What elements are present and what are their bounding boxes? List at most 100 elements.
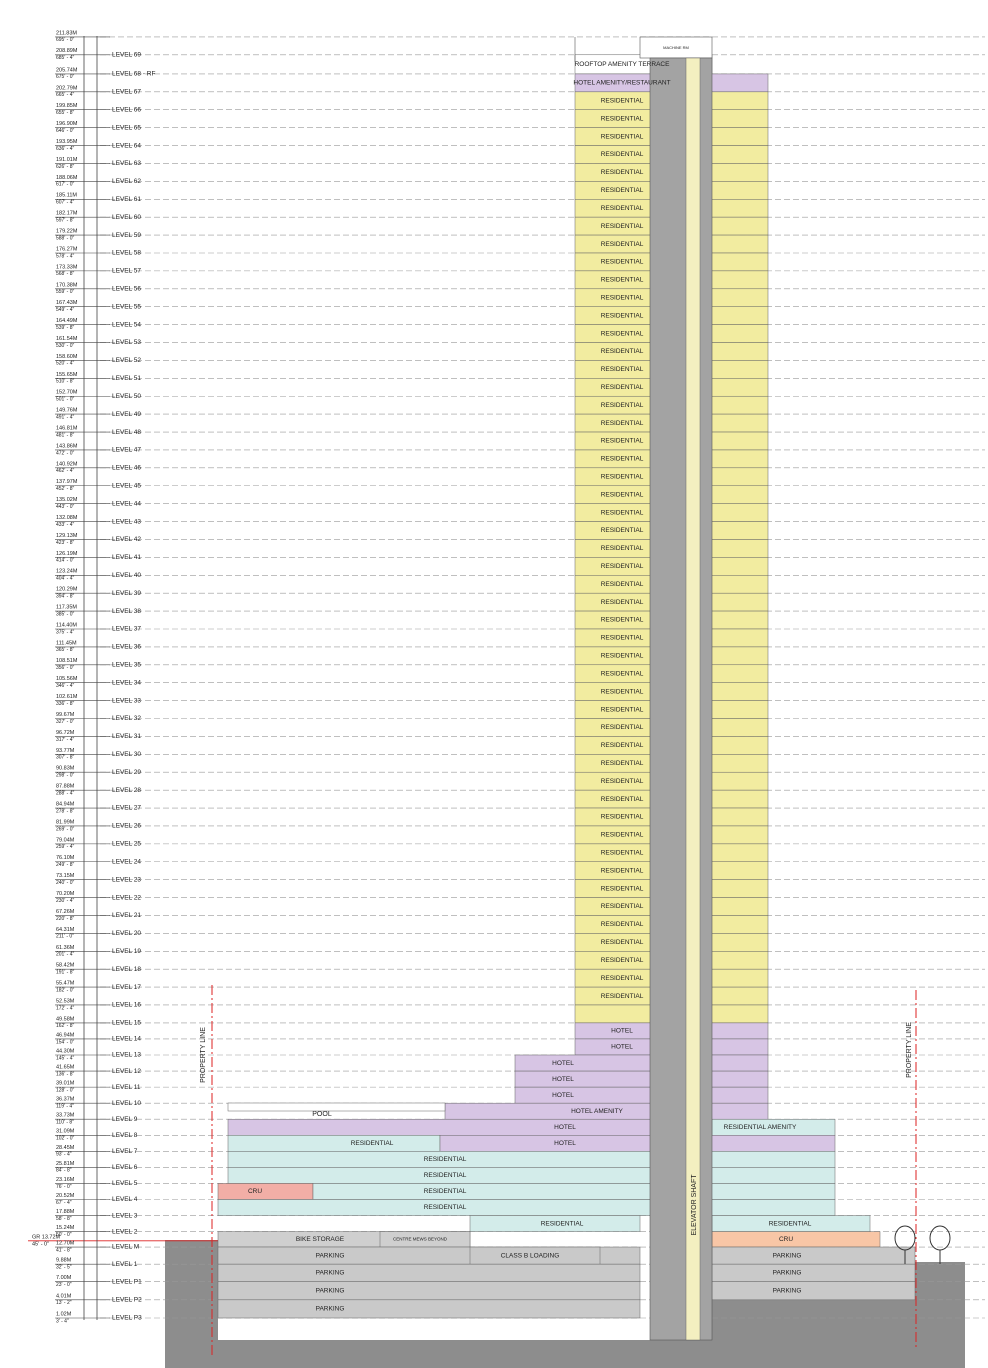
elevation-imperial: 76' - 0" [56,1184,72,1190]
elevation-imperial: 201' - 4" [56,952,75,958]
level-name: LEVEL 35 [112,662,141,669]
space-label: RESIDENTIAL [601,653,644,660]
level-name: LEVEL 27 [112,805,141,812]
space [217,1199,836,1216]
elevation-label: 7.00M [56,1275,72,1281]
level-name: LEVEL 31 [112,733,141,740]
level-name: LEVEL 51 [112,375,141,382]
level-name: LEVEL 20 [112,930,141,937]
level-name: LEVEL 25 [112,841,141,848]
level-name: LEVEL 11 [112,1084,141,1091]
elevation-imperial: 665' - 4" [56,92,75,98]
elevation-imperial: 414' - 0" [56,558,75,564]
elevation-imperial: 617' - 0" [56,182,75,188]
level-name: LEVEL 59 [112,232,141,239]
elevation-label: 114.40M [56,622,77,628]
elevation-label: 164.49M [56,318,78,324]
level-name: LEVEL 30 [112,751,141,758]
space-label: RESIDENTIAL [601,939,644,946]
elevation-label: 123.24M [56,569,78,575]
elevation-label: 36.37M [56,1097,75,1103]
space-label: HOTEL [552,1060,574,1067]
space-label: RESIDENTIAL [601,581,644,588]
space-label: RESIDENTIAL [601,903,644,910]
elevation-imperial: 288' - 4" [56,790,75,796]
elevation-imperial: 539' - 8" [56,325,75,331]
space-label: PARKING [773,1270,802,1277]
level-name: LEVEL 39 [112,590,141,597]
elevation-imperial: 559' - 0" [56,289,75,295]
space-label: RESIDENTIAL [601,617,644,624]
elevation-imperial: 128' - 0" [56,1087,75,1093]
space-label: HOTEL [611,1044,633,1051]
elevation-label: 205.74M [56,67,78,73]
level-name: LEVEL 14 [112,1036,141,1043]
grade-imperial: 45' - 0" [32,1241,49,1247]
trees [894,1225,951,1264]
elevation-imperial: 3' - 4" [56,1318,69,1324]
level-name: LEVEL M [112,1244,139,1251]
elevation-label: 23.16M [56,1177,75,1183]
elevation-imperial: 443' - 0" [56,504,75,510]
level-name: LEVEL P1 [112,1278,142,1285]
elevation-imperial: 462' - 4" [56,468,75,474]
space-label: RESIDENTIAL [601,563,644,570]
space-label: HOTEL [554,1124,576,1131]
elevation-label: 49.58M [56,1016,75,1022]
elevation-label: 129.13M [56,533,78,539]
elevation-imperial: 67' - 4" [56,1200,72,1206]
elevation-imperial: 145' - 4" [56,1055,75,1061]
elevation-label: 155.65M [56,372,78,378]
level-name: LEVEL 56 [112,286,141,293]
level-name: LEVEL 63 [112,160,141,167]
space-label: RESIDENTIAL [601,259,644,266]
space-label: RESIDENTIAL [601,706,644,713]
space-label: RESIDENTIAL [601,742,644,749]
elevation-imperial: 336' - 8" [56,701,75,707]
space-label: RESIDENTIAL AMENITY [724,1124,797,1131]
elevation-imperial: 530' - 0" [56,343,75,349]
elevation-label: 132.08M [56,515,78,521]
level-name: LEVEL 38 [112,608,141,615]
annotation: PROPERTY LINE [200,1027,207,1083]
space-label: RESIDENTIAL [424,1156,467,1163]
space-label: RESIDENTIAL [601,975,644,982]
space-label: RESIDENTIAL [601,599,644,606]
level-name: LEVEL 58 [112,250,141,257]
space-label: RESIDENTIAL [601,509,644,516]
elevation-imperial: 136' - 8" [56,1071,75,1077]
elevation-label: 176.27M [56,246,78,252]
elevation-label: 182.17M [56,211,78,217]
elevation-label: 90.83M [56,766,75,772]
space-label: RESIDENTIAL [601,760,644,767]
elevation-label: 33.73M [56,1113,75,1119]
elevation-label: 126.19M [56,551,78,557]
space [469,1215,641,1232]
elevation-imperial: 636' - 4" [56,146,75,152]
elevator-shaft [685,57,701,1341]
elevation-imperial: 191' - 8" [56,970,75,976]
elevation-label: 70.20M [56,891,75,897]
space-label: RESIDENTIAL [541,1220,584,1227]
elevation-label: 143.86M [56,443,78,449]
elevation-label: 9.88M [56,1258,72,1264]
space-label: RESIDENTIAL [601,814,644,821]
elevation-label: 79.04M [56,837,75,843]
level-name: LEVEL 13 [112,1052,141,1059]
space-label: RESIDENTIAL [601,133,644,140]
space-label: BIKE STORAGE [296,1236,345,1243]
elevation-imperial: 626' - 8" [56,164,75,170]
level-name: LEVEL 8 [112,1132,138,1139]
elevation-label: 84.94M [56,801,75,807]
elevation-label: 202.79M [56,85,78,91]
space [227,1151,836,1168]
level-name: LEVEL 29 [112,769,141,776]
elevation-imperial: 588' - 0" [56,235,75,241]
elevation-imperial: 211' - 0" [56,934,74,940]
level-name: LEVEL P2 [112,1297,142,1304]
level-name: LEVEL 65 [112,124,141,131]
elevation-imperial: 481' - 8" [56,432,75,438]
level-name: LEVEL 48 [112,429,141,436]
level-name: LEVEL 12 [112,1068,141,1075]
elevation-imperial: 240' - 0" [56,880,75,886]
